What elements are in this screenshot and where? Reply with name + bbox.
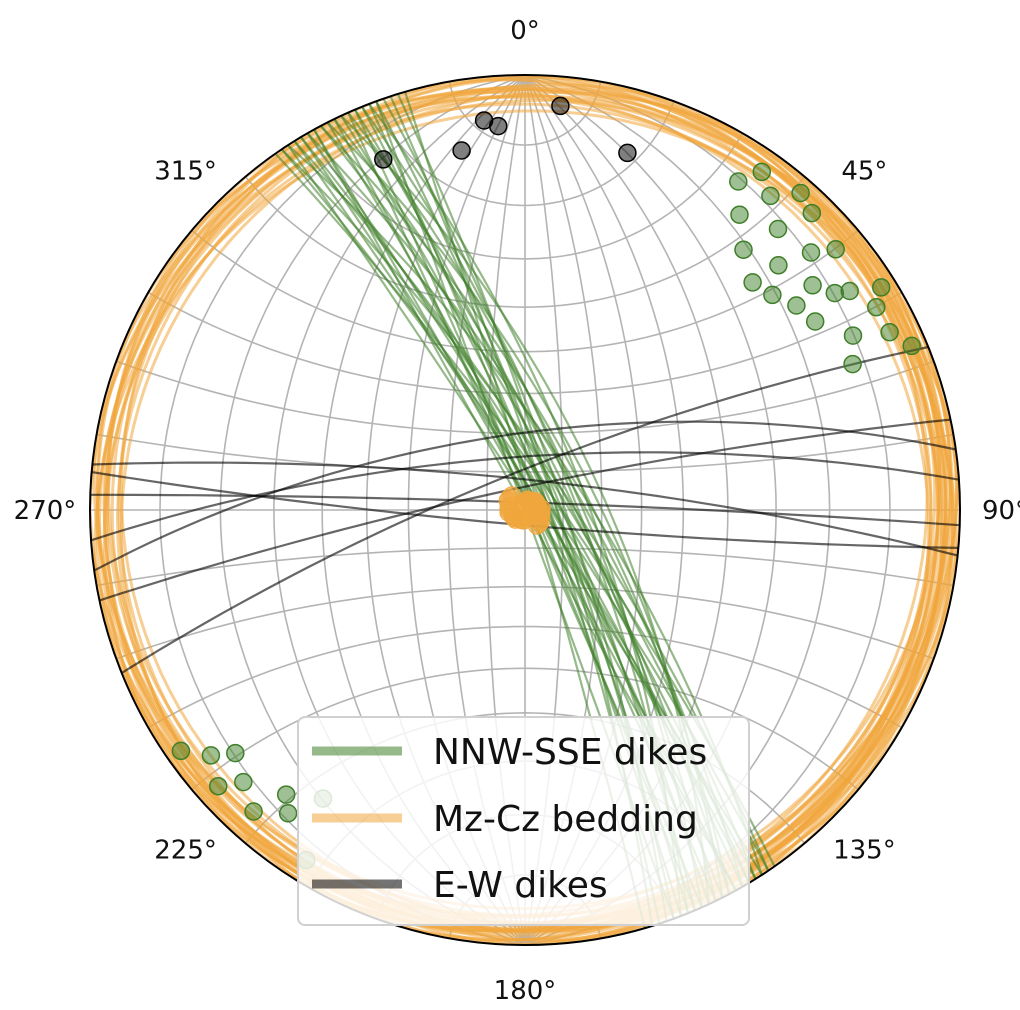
azimuth-tick-label: 315° — [154, 157, 217, 187]
nnw-dike-pole — [880, 322, 899, 342]
legend-label-nnw: NNW-SSE dikes — [433, 732, 707, 773]
bedding-pole — [527, 516, 546, 535]
ew-dike-pole — [618, 143, 637, 163]
nnw-dike-pole — [276, 785, 296, 804]
grid-small-circle — [244, 176, 806, 309]
nnw-dike-plane — [281, 148, 770, 872]
nnw-dike-pole — [826, 240, 845, 259]
nnw-dike-pole — [769, 256, 788, 275]
nnw-dike-pole — [871, 278, 891, 297]
ew-dike-plane — [90, 451, 960, 542]
ew-dike-plane — [99, 418, 951, 602]
nnw-dike-pole — [763, 285, 782, 305]
nnw-dike-pole — [825, 283, 845, 303]
azimuth-tick-label: 90° — [982, 496, 1020, 526]
legend-label-ew: E-W dikes — [433, 865, 608, 906]
grid-small-circle — [147, 625, 903, 729]
legend-label-bedding: Mz-Cz bedding — [433, 799, 698, 840]
nnw-dike-pole — [752, 162, 772, 182]
nnw-dike-pole — [801, 243, 821, 262]
azimuth-ticks: 0° 45° 90° 135° 180° 225° 270° 315° — [14, 16, 1020, 1006]
grid-small-circle — [96, 547, 954, 587]
azimuth-tick-label: 225° — [154, 835, 217, 865]
nnw-dike-pole — [802, 203, 822, 223]
bedding-plane — [449, 77, 933, 940]
legend-box — [297, 716, 750, 926]
nnw-dike-pole — [902, 336, 921, 356]
grid-small-circle — [115, 585, 935, 660]
azimuth-tick-label: 270° — [14, 496, 77, 526]
nnw-dike-pole — [805, 312, 825, 331]
grid-small-circle — [375, 100, 675, 207]
nnw-dike-pole — [743, 273, 762, 292]
nnw-dike-pole — [171, 741, 191, 761]
azimuth-tick-label: 135° — [833, 835, 896, 865]
ew-dike-pole — [488, 116, 508, 136]
azimuth-tick-label: 45° — [841, 157, 887, 187]
grid-small-circle — [191, 667, 859, 791]
ew-dike-pole — [452, 141, 471, 160]
nnw-dike-plane — [287, 144, 763, 876]
nnw-dike-pole — [208, 776, 228, 796]
primitive-circle — [89, 74, 961, 946]
nnw-dike-pole — [768, 219, 788, 239]
azimuth-tick-label: 0° — [510, 16, 540, 46]
azimuth-tick-label: 180° — [494, 976, 557, 1006]
bedding-plane — [487, 75, 940, 945]
nnw-dike-pole — [730, 205, 749, 224]
nnw-dike-pole — [201, 746, 221, 765]
ew-dike-pole — [551, 96, 570, 116]
bedding-plane — [97, 84, 860, 791]
pole-points — [171, 96, 921, 870]
nnw-dike-pole — [244, 802, 263, 821]
ew-dike-plane — [92, 461, 958, 557]
grid-small-circle — [147, 291, 903, 395]
nnw-dike-pole — [843, 354, 862, 374]
nnw-dike-pole — [734, 240, 753, 259]
bedding-plane — [375, 78, 948, 921]
nnw-dike-pole — [867, 297, 886, 317]
nnw-dike-pole — [803, 276, 822, 295]
nnw-dike-pole — [843, 326, 863, 345]
grid-small-circle — [306, 132, 744, 260]
nnw-dike-pole — [791, 183, 810, 203]
grid-small-circle — [96, 433, 954, 473]
ew-dike-pole — [374, 150, 393, 169]
grid-small-circle — [191, 229, 859, 353]
nnw-dike-pole — [278, 804, 298, 823]
nnw-dike-pole — [729, 172, 748, 191]
nnw-dike-plane — [274, 152, 776, 867]
nnw-dike-pole — [787, 296, 806, 315]
legend: NNW-SSE dikes Mz-Cz bedding E-W dikes — [297, 716, 750, 926]
nnw-dike-pole — [761, 186, 780, 206]
nnw-dike-pole — [226, 743, 245, 763]
ew-dike-plane — [121, 345, 929, 674]
nnw-dike-pole — [234, 772, 253, 792]
